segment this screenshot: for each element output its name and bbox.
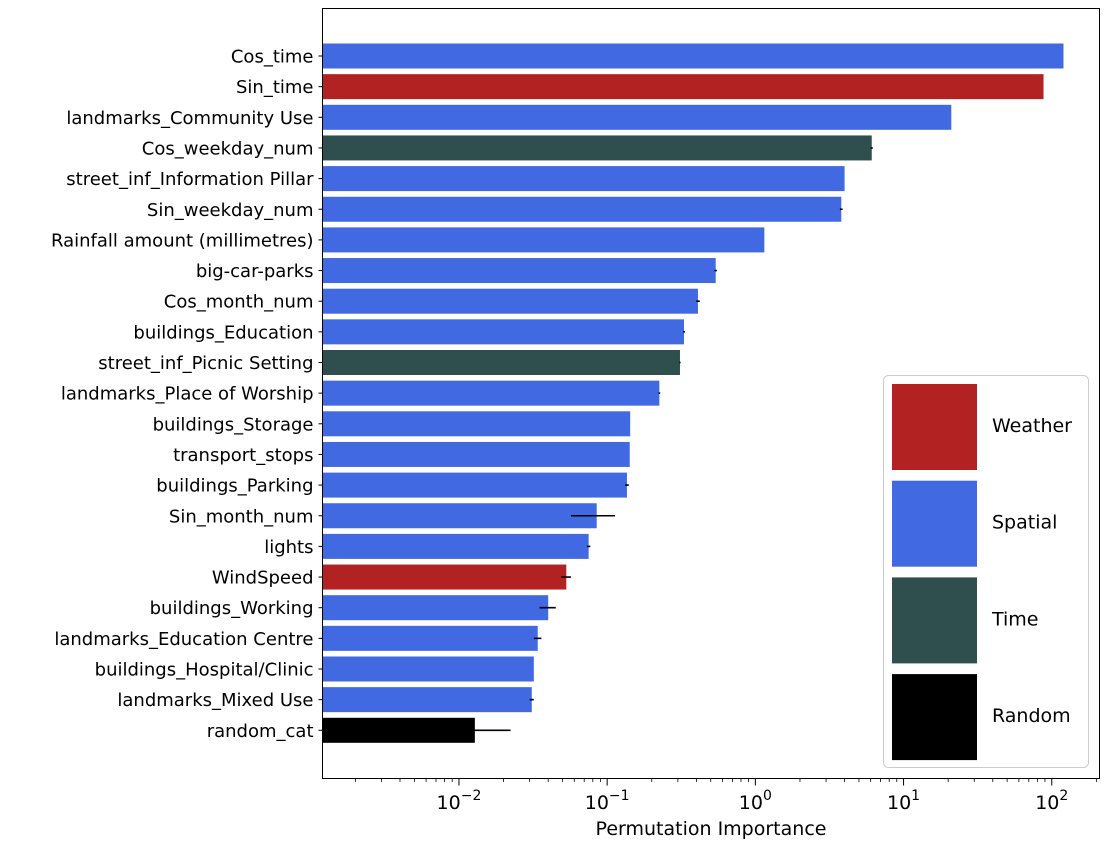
legend-label: Random	[992, 705, 1071, 727]
category-label: lights	[264, 537, 313, 558]
category-label: buildings_Storage	[153, 414, 314, 435]
bar-buildings-education	[322, 319, 685, 345]
category-label: Rainfall amount (millimetres)	[51, 230, 314, 251]
bar-lights	[322, 533, 589, 559]
bar-landmarks-education-centre	[322, 625, 538, 651]
category-label: Sin_month_num	[169, 506, 314, 527]
legend-label: Spatial	[992, 512, 1057, 534]
bar-buildings-working	[322, 595, 549, 621]
bar-buildings-hospital-clinic	[322, 656, 534, 682]
category-label: WindSpeed	[212, 568, 314, 589]
category-label: Cos_weekday_num	[142, 138, 314, 159]
category-label: buildings_Working	[150, 598, 314, 619]
category-label: transport_stops	[173, 445, 313, 466]
bar-landmarks-mixed-use	[322, 687, 532, 713]
legend-swatch-random	[892, 674, 977, 761]
legend: Weather Spatial Time Random	[883, 375, 1089, 768]
category-label: landmarks_Mixed Use	[117, 690, 313, 711]
category-label: landmarks_Education Centre	[54, 629, 313, 650]
category-label: Sin_weekday_num	[147, 200, 314, 221]
legend-label: Weather	[992, 415, 1072, 437]
category-label: street_inf_Picnic Setting	[98, 353, 313, 374]
x-axis-ticks: 10−2 10−1 100 101 102	[354, 778, 1097, 814]
bar-rainfall-amount-millimetres-	[322, 227, 765, 253]
bars-layer	[322, 43, 1064, 743]
legend-label: Time	[991, 608, 1039, 630]
category-label: Cos_time	[231, 47, 314, 68]
category-label: big-car-parks	[196, 261, 314, 282]
bar-windspeed	[322, 564, 567, 590]
error-bars-layer	[387, 147, 873, 732]
category-label: Cos_month_num	[164, 292, 314, 313]
x-tick-label: 100	[739, 788, 772, 814]
category-label: landmarks_Place of Worship	[61, 384, 314, 405]
bar-cos-month-num	[322, 288, 698, 314]
bar-sin-time	[322, 74, 1044, 100]
category-label: Sin_time	[236, 77, 314, 98]
category-label: buildings_Parking	[156, 476, 313, 497]
bar-cos-time	[322, 43, 1064, 69]
category-label: buildings_Education	[133, 322, 313, 343]
bar-sin-month-num	[322, 503, 597, 529]
category-label: landmarks_Community Use	[66, 108, 313, 129]
x-tick-label: 102	[1035, 788, 1068, 814]
bar-buildings-storage	[322, 411, 631, 437]
bar-landmarks-place-of-worship	[322, 380, 660, 406]
x-tick-label: 101	[887, 788, 920, 814]
category-labels: Cos_time Sin_time landmarks_Community Use C…	[51, 47, 323, 742]
bar-cos-weekday-num	[322, 135, 872, 161]
bar-street-inf-picnic-setting	[322, 350, 680, 375]
legend-swatch-weather	[892, 384, 977, 470]
x-axis-label: Permutation Importance	[596, 818, 827, 840]
bar-transport-stops	[322, 441, 630, 467]
legend-swatch-time	[892, 577, 977, 664]
category-label: street_inf_Information Pillar	[66, 169, 314, 190]
x-tick-label: 10−1	[585, 788, 630, 814]
legend-box	[883, 375, 1089, 768]
bar-buildings-parking	[322, 472, 627, 498]
category-label: buildings_Hospital/Clinic	[95, 660, 314, 681]
bar-big-car-parks	[322, 258, 716, 284]
x-tick-label: 10−2	[437, 788, 482, 814]
bar-street-inf-information-pillar	[322, 166, 845, 192]
bar-landmarks-community-use	[322, 104, 952, 130]
bar-sin-weekday-num	[322, 196, 842, 222]
category-label: random_cat	[207, 721, 314, 742]
legend-swatch-spatial	[892, 480, 977, 567]
